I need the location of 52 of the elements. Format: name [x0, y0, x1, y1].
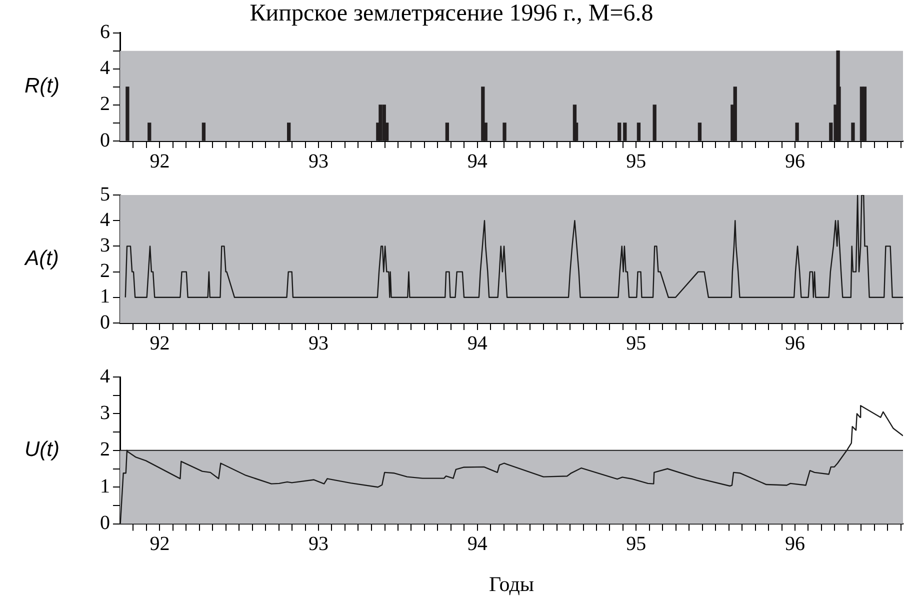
x-tick-label: 96 — [785, 150, 805, 172]
bar — [636, 122, 641, 141]
bar — [851, 122, 855, 141]
bar — [126, 86, 130, 141]
x-tick-label: 94 — [467, 533, 488, 556]
bar — [445, 122, 450, 141]
x-tick-label: 94 — [467, 150, 488, 172]
x-axis-title: Годы — [489, 572, 534, 596]
x-tick-label: 92 — [150, 150, 170, 172]
y-axis-title: R(t) — [24, 74, 60, 98]
bar — [795, 122, 799, 141]
bar — [862, 86, 867, 141]
y-axis-title: A(t) — [23, 246, 59, 270]
x-tick-label: 93 — [308, 332, 329, 354]
bar — [378, 104, 382, 141]
bar — [202, 122, 206, 141]
y-tick-label: 5 — [100, 183, 110, 206]
y-tick-label: 3 — [100, 402, 110, 424]
y-tick-label: 3 — [100, 234, 110, 256]
bar — [618, 122, 622, 141]
y-tick-label: 0 — [100, 512, 110, 534]
y-tick-label: 1 — [100, 475, 110, 498]
x-tick-label: 92 — [150, 332, 170, 354]
y-tick-label: 4 — [100, 208, 110, 231]
y-tick-label: 2 — [100, 438, 110, 461]
x-tick-label: 94 — [467, 332, 488, 354]
y-tick-label: 0 — [100, 129, 110, 152]
y-tick-label: 2 — [100, 93, 110, 116]
y-tick-label: 2 — [100, 260, 110, 282]
bar — [502, 122, 506, 141]
y-axis-title: U(t) — [24, 438, 60, 462]
bar — [481, 86, 485, 141]
bar — [733, 86, 737, 141]
y-tick-label: 4 — [100, 57, 110, 80]
bar — [652, 104, 656, 141]
x-tick-label: 95 — [626, 150, 646, 172]
y-tick-label: 0 — [100, 311, 110, 334]
bar — [287, 122, 291, 141]
bar — [148, 122, 152, 141]
y-tick-label: 4 — [100, 365, 110, 388]
chart-title: Кипрское землетрясение 1996 г., M=6.8 — [250, 0, 654, 27]
y-tick-label: 6 — [100, 21, 110, 44]
bar — [623, 122, 627, 141]
x-tick-label: 93 — [308, 533, 329, 556]
x-tick-label: 96 — [785, 533, 805, 556]
x-tick-label: 92 — [150, 533, 170, 556]
x-tick-label: 96 — [785, 332, 805, 354]
y-tick-label: 1 — [100, 286, 110, 308]
x-tick-label: 95 — [626, 332, 646, 354]
x-tick-label: 93 — [308, 150, 329, 172]
bar — [698, 122, 702, 141]
x-tick-label: 95 — [626, 533, 646, 556]
